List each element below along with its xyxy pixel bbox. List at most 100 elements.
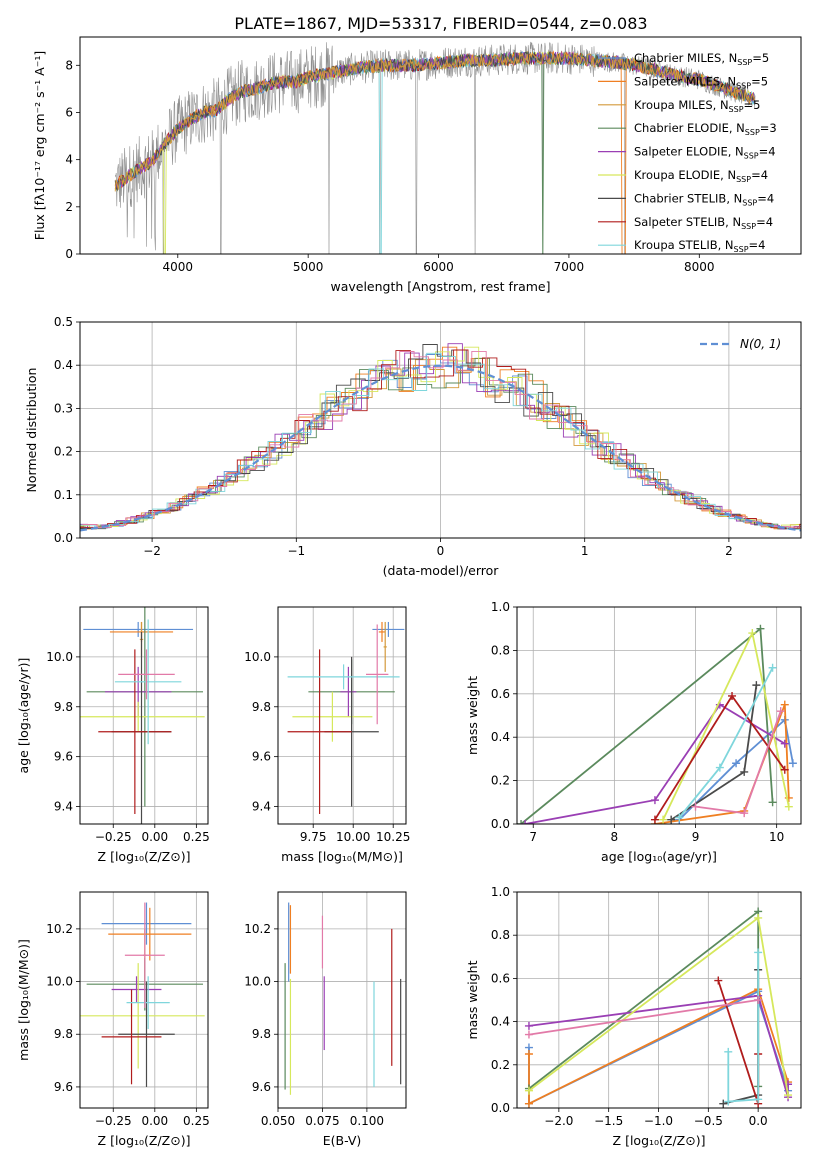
y-tick-label: 9.8 [252, 1027, 271, 1041]
mass-weight-series [528, 999, 759, 1036]
mass-weight-marker [719, 1099, 728, 1108]
y-tick-label: 0.0 [491, 1101, 510, 1115]
x-tick-label: 10 [769, 830, 784, 844]
y-tick-label: 0.2 [54, 445, 73, 459]
axes-frame [79, 891, 209, 1109]
x-tick-label: −2.0 [544, 1114, 573, 1128]
axes-frame [516, 606, 802, 825]
mass-vs-EBV-panel: 0.050 0.075 0.100 9.6 9.8 10.0 10.2 E(B-V) [244, 891, 407, 1148]
mass-weight-marker [675, 813, 684, 822]
x-tick-label: 7 [529, 830, 537, 844]
x-axis-label: Z [log₁₀(Z/Z⊙)] [98, 849, 191, 864]
axes-frame [79, 606, 209, 825]
x-tick-label: −0.5 [694, 1114, 723, 1128]
y-axis-label: age [log₁₀(age/yr)] [16, 658, 31, 774]
mass-weight-marker [724, 1097, 733, 1106]
mass-weight-marker [524, 1099, 533, 1108]
y-tick-label: 0.2 [491, 1058, 510, 1072]
legend-entry: Kroupa STELIB, NSSP=4 [634, 238, 765, 254]
mass-weight-marker [740, 767, 749, 776]
mass-weight-series [670, 684, 758, 821]
x-axis-label: age [log₁₀(age/yr)] [601, 849, 717, 864]
x-tick-label: 2 [725, 544, 733, 558]
x-tick-label: −1 [287, 544, 305, 558]
y-tick-label: 0.8 [491, 928, 510, 942]
x-tick-label: 0.00 [141, 830, 168, 844]
residual-histogram [80, 344, 801, 530]
legend-entry: Chabrier MILES, NSSP=5 [634, 51, 769, 67]
x-axis-label: E(B-V) [323, 1133, 362, 1148]
mass-weight-marker [524, 1086, 533, 1095]
x-tick-label: 0.25 [183, 1114, 210, 1128]
residual-histogram [82, 350, 801, 529]
mass-weight-series [528, 987, 789, 1106]
x-tick-label: 1 [581, 544, 589, 558]
y-tick-label: 0 [65, 247, 73, 261]
y-tick-label: 0.2 [491, 774, 510, 788]
y-tick-label: 1.0 [491, 600, 510, 614]
y-axis-label: mass weight [465, 676, 480, 755]
x-tick-label: 8000 [684, 260, 715, 274]
mass-weight-marker [724, 1047, 733, 1056]
y-tick-label: 0.6 [491, 687, 510, 701]
mass-weight-marker [691, 802, 700, 811]
mass-weight-series [520, 626, 774, 824]
legend-entry: Chabrier STELIB, NSSP=4 [634, 191, 774, 207]
mass-weight-marker [756, 624, 765, 633]
mass-weight-marker [659, 815, 668, 824]
massweight-vs-age-panel: 7 8 9 10 0.0 0.2 0.4 0.6 0.8 1.0 age [log₁₀(age/yr… [465, 600, 802, 864]
x-tick-label: −0.25 [95, 830, 132, 844]
y-tick-label: 0.6 [491, 971, 510, 985]
y-tick-label: 9.8 [54, 1027, 73, 1041]
mass-weight-marker [714, 976, 723, 985]
mass-weight-marker [517, 820, 526, 824]
y-tick-label: 9.6 [252, 750, 271, 764]
y-tick-label: 9.8 [252, 700, 271, 714]
panels: 4000 5000 6000 7000 8000 0 2 4 6 8 wavelength [Ang… [16, 36, 802, 1148]
mass-weight-marker [780, 765, 789, 774]
x-tick-label: 10.00 [336, 830, 370, 844]
legend-entry: Salpeter ELODIE, NSSP=4 [634, 145, 776, 161]
mass-weight-marker [754, 1095, 763, 1104]
mass-weight-marker [748, 629, 757, 638]
legend-entry: Chabrier ELODIE, NSSP=3 [634, 121, 777, 137]
mass-weight-marker [524, 1021, 533, 1030]
normal-curve [80, 364, 801, 532]
legend-entry: Salpeter STELIB, NSSP=4 [634, 215, 773, 231]
axes-frame [79, 321, 802, 539]
mass-vs-Z-panel: −0.25 0.00 0.25 9.6 9.8 10.0 10.2 Z [log₁₀(Z/Z⊙… [16, 891, 210, 1148]
spectrum-panel: 4000 5000 6000 7000 8000 0 2 4 6 8 wavelength [Ang… [32, 36, 802, 294]
legend-entry: N(0, 1) [740, 337, 781, 351]
x-axis-label: wavelength [Angstrom, rest frame] [330, 279, 550, 294]
mass-weight-series [662, 630, 790, 821]
mass-weight-marker [524, 1050, 533, 1058]
residual-histogram [80, 343, 801, 530]
residuals-panel: −2 −1 0 1 2 0.0 0.1 0.2 0.3 0.4 0.5 (data-model)/er… [24, 315, 802, 578]
mass-weight-marker [754, 996, 763, 1004]
mass-weight-marker [650, 796, 659, 805]
x-tick-label: 9 [692, 830, 700, 844]
y-tick-label: 9.6 [54, 750, 73, 764]
y-tick-label: 2 [65, 200, 73, 214]
y-tick-label: 0.4 [491, 730, 510, 744]
axes-frame [79, 36, 802, 255]
x-tick-label: −2 [143, 544, 161, 558]
legend-entry: Kroupa ELODIE, NSSP=4 [634, 168, 768, 184]
y-tick-label: 6 [65, 105, 73, 119]
x-axis-label: Z [log₁₀(Z/Z⊙)] [98, 1133, 191, 1148]
x-tick-label: −1.0 [644, 1114, 673, 1128]
y-tick-label: 10.0 [46, 650, 73, 664]
y-tick-label: 0.4 [491, 1015, 510, 1029]
age-vs-Z-panel: −0.25 0.00 0.25 9.4 9.6 9.8 10.0 Z [log₁₀(Z/Z⊙)… [16, 606, 210, 864]
spectrum-lines [114, 41, 756, 254]
x-axis-label: mass [log₁₀(M/M⊙)] [281, 849, 403, 864]
y-tick-label: 0.0 [491, 817, 510, 831]
x-tick-label: 0.00 [141, 1114, 168, 1128]
y-tick-label: 9.4 [252, 800, 271, 814]
axes-frame [277, 606, 407, 825]
axes-frame [277, 891, 407, 1109]
x-axis-label: Z [log₁₀(Z/Z⊙)] [613, 1133, 706, 1148]
y-tick-label: 0.1 [54, 488, 73, 502]
y-tick-label: 0.3 [54, 401, 73, 415]
mass-weight-marker [524, 1030, 533, 1039]
